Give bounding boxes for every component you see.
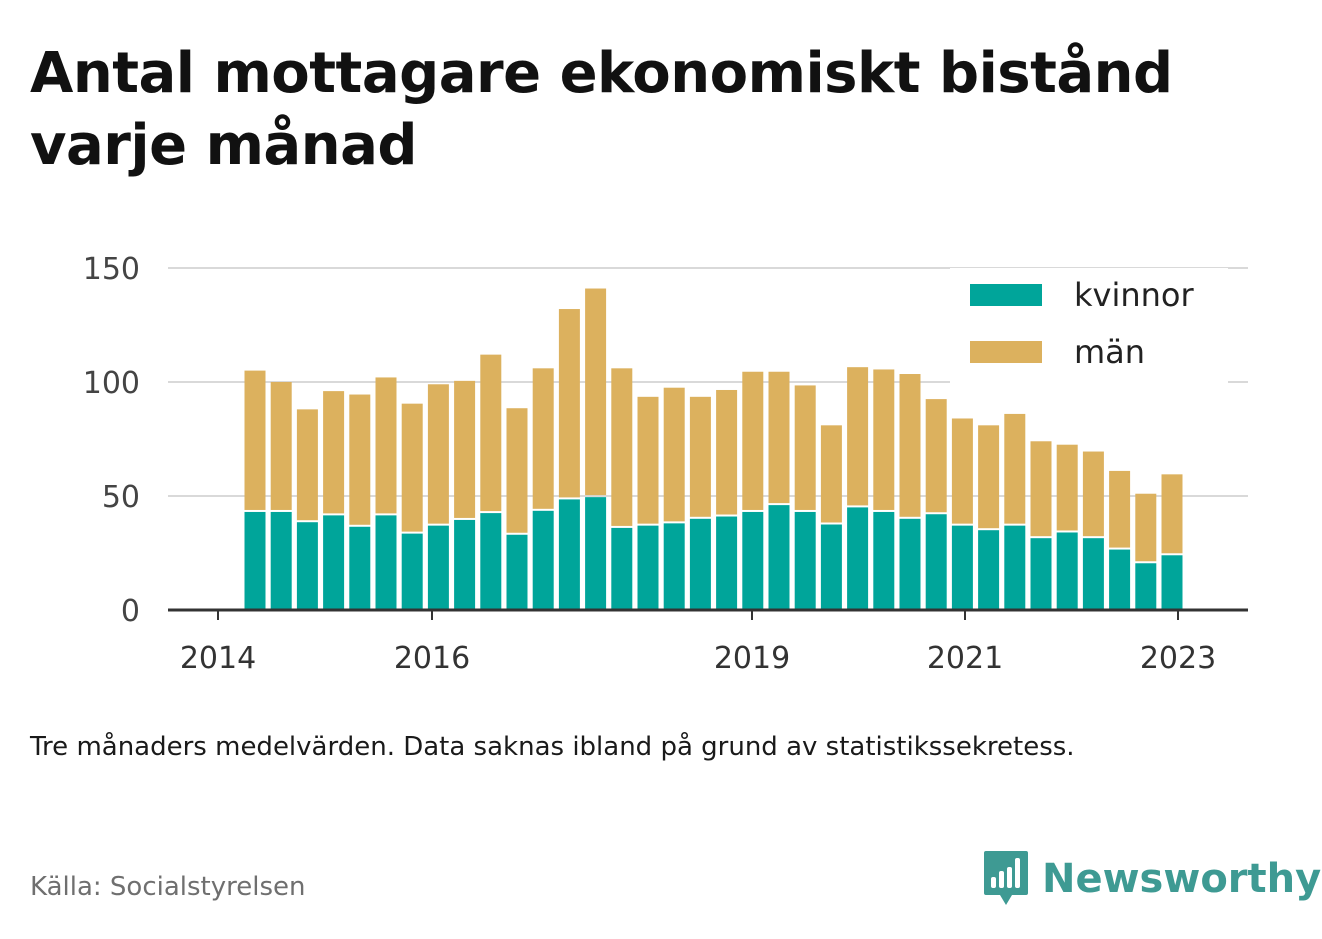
legend-swatch	[970, 284, 1042, 306]
bar-man	[480, 354, 502, 512]
bar-kvinnor	[1161, 555, 1183, 610]
bar-man	[427, 384, 449, 524]
bar-man	[1161, 474, 1183, 554]
bar-kvinnor	[1004, 525, 1026, 610]
x-tick-label: 2016	[394, 641, 470, 676]
bar-kvinnor	[611, 527, 633, 610]
bar-kvinnor	[873, 511, 895, 610]
bar-kvinnor	[742, 511, 764, 610]
bar-man	[506, 408, 528, 533]
bar-man	[244, 370, 266, 510]
bar-man	[323, 391, 345, 514]
bar-man	[899, 374, 921, 517]
y-tick-label: 100	[83, 366, 140, 401]
bar-kvinnor	[1082, 538, 1104, 610]
bar-man	[716, 389, 738, 515]
bar-kvinnor	[558, 499, 580, 610]
y-tick-label: 0	[121, 594, 140, 629]
bar-man	[689, 396, 711, 517]
chart-note: Tre månaders medelvärden. Data saknas ib…	[30, 732, 1075, 762]
bar-kvinnor	[270, 511, 292, 610]
bar-kvinnor	[637, 525, 659, 610]
source-text: Källa: Socialstyrelsen	[30, 872, 306, 902]
bar-kvinnor	[1056, 532, 1078, 610]
bar-man	[847, 367, 869, 506]
x-tick-label: 2014	[180, 641, 256, 676]
x-tick-label: 2021	[927, 641, 1003, 676]
bar-kvinnor	[296, 522, 318, 610]
bar-man	[1030, 441, 1052, 537]
bar-man	[951, 418, 973, 524]
bar-man	[978, 425, 1000, 529]
bar-kvinnor	[1030, 538, 1052, 610]
bar-kvinnor	[349, 526, 371, 610]
bar-man	[1004, 413, 1026, 524]
bar-man	[585, 288, 607, 496]
bar-man	[1109, 470, 1131, 548]
chart-title: Antal mottagare ekonomiskt bistånd varje…	[30, 41, 1173, 178]
bar-man	[925, 399, 947, 513]
bar-kvinnor	[663, 523, 685, 610]
bar-kvinnor	[506, 534, 528, 610]
bar-man	[1135, 493, 1157, 562]
bar-man	[820, 425, 842, 523]
bar-chart-icon	[984, 851, 1028, 905]
bar-man	[270, 382, 292, 510]
brand-name: Newsworthy	[1042, 856, 1322, 902]
bar-kvinnor	[480, 513, 502, 610]
bar-kvinnor	[323, 515, 345, 610]
y-tick-label: 50	[102, 480, 140, 515]
legend-label: män	[1074, 333, 1145, 371]
stacked-bar-chart: 0 50 100 150 2014 2016 2019 2021 2023 kvinnor män	[83, 252, 1248, 676]
bar-kvinnor	[532, 510, 554, 610]
bar-kvinnor	[1135, 563, 1157, 610]
bar-man	[375, 377, 397, 514]
bar-man	[637, 396, 659, 524]
bar-kvinnor	[794, 511, 816, 610]
bar-kvinnor	[427, 525, 449, 610]
bar-man	[1082, 451, 1104, 537]
bar-man	[558, 309, 580, 498]
bar-man	[611, 368, 633, 526]
bar-kvinnor	[401, 533, 423, 610]
legend-label: kvinnor	[1074, 276, 1195, 314]
bar-man	[296, 409, 318, 521]
bar-kvinnor	[585, 497, 607, 610]
bar-kvinnor	[951, 525, 973, 610]
bars	[244, 288, 1183, 610]
legend-swatch	[970, 341, 1042, 363]
axes: 0 50 100 150 2014 2016 2019 2021 2023	[83, 252, 1248, 676]
bar-man	[349, 394, 371, 525]
legend: kvinnor män	[950, 268, 1228, 386]
bar-kvinnor	[689, 518, 711, 610]
bar-man	[401, 403, 423, 532]
bar-kvinnor	[925, 514, 947, 610]
bar-kvinnor	[820, 524, 842, 610]
newsworthy-logo: Newsworthy	[982, 849, 1321, 909]
bar-kvinnor	[454, 519, 476, 610]
bar-man	[768, 371, 790, 504]
bar-kvinnor	[899, 518, 921, 610]
bar-kvinnor	[978, 530, 1000, 610]
bar-kvinnor	[768, 505, 790, 610]
bar-kvinnor	[244, 511, 266, 610]
x-tick-label: 2023	[1140, 641, 1216, 676]
bar-man	[1056, 444, 1078, 531]
bar-man	[532, 368, 554, 509]
y-tick-label: 150	[83, 252, 140, 287]
x-tick-label: 2019	[714, 641, 790, 676]
bar-man	[742, 371, 764, 510]
bar-kvinnor	[847, 507, 869, 610]
bar-man	[873, 369, 895, 510]
bar-man	[454, 380, 476, 518]
bar-man	[794, 385, 816, 510]
bar-kvinnor	[375, 515, 397, 610]
bar-man	[663, 387, 685, 522]
bar-kvinnor	[1109, 549, 1131, 610]
bar-kvinnor	[716, 516, 738, 610]
